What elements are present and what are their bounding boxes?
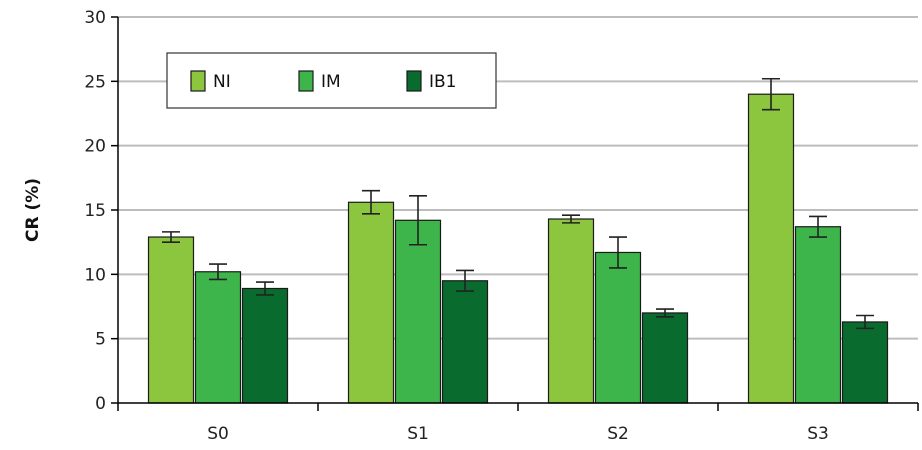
y-tick-label: 15 [84, 201, 106, 221]
bar-ib1-s3 [841, 321, 889, 404]
y-tick-label: 30 [84, 8, 106, 28]
legend-label: NI [213, 72, 231, 92]
legend: NI IM IB1 [166, 52, 497, 109]
legend-swatch [406, 70, 422, 92]
legend-box [166, 52, 497, 109]
legend-label: IB1 [429, 72, 457, 92]
error-bars [162, 77, 874, 330]
y-tick-label: 5 [95, 330, 106, 350]
legend-label: IM [321, 72, 341, 92]
bar-ib1-s1 [441, 280, 489, 404]
bar-im-s2 [594, 251, 642, 404]
legend-swatch [298, 70, 314, 92]
bar-ni-s0 [147, 236, 195, 404]
y-axis-ticks: 0 5 10 15 20 25 30 [84, 8, 118, 414]
y-tick-label: 0 [95, 394, 106, 414]
bar-ib1-s0 [241, 287, 289, 404]
legend-swatch [190, 70, 206, 92]
x-tick-label: S2 [607, 424, 629, 444]
x-tick-label: S3 [807, 424, 829, 444]
bar-im-s0 [194, 271, 242, 404]
bar-ib1-s2 [641, 312, 689, 404]
x-axis-ticks: S0 S1 S2 S3 [117, 403, 919, 444]
bar-ni-s3 [747, 93, 795, 404]
y-tick-label: 10 [84, 265, 106, 285]
y-tick-label: 25 [84, 72, 106, 92]
x-tick-label: S1 [407, 424, 429, 444]
bar-im-s1 [394, 219, 442, 404]
bar-ni-s1 [347, 201, 395, 404]
bars [147, 93, 889, 404]
bar-ni-s2 [547, 218, 595, 404]
x-tick-label: S0 [207, 424, 229, 444]
y-axis-title: CR (%) [23, 178, 43, 242]
bar-im-s3 [794, 226, 842, 404]
y-tick-label: 20 [84, 137, 106, 157]
